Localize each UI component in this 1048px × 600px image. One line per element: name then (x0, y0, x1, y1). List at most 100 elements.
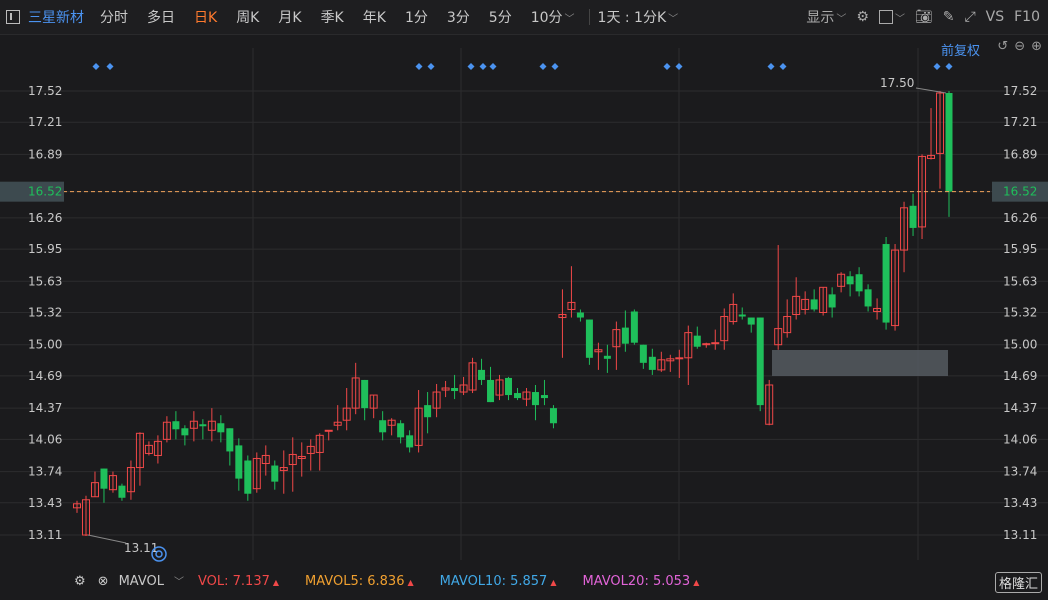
indicator-selector[interactable]: MAVOL ﹀ (118, 574, 184, 589)
candle-body (783, 316, 792, 334)
candle-body (675, 357, 684, 360)
candle-body (387, 419, 396, 426)
diamond-marker-icon (551, 63, 559, 70)
candle-body (945, 93, 953, 192)
period-5min[interactable]: 5分 (488, 10, 512, 26)
y-tick-label: 13.74 (1003, 465, 1037, 479)
candle-body (342, 407, 351, 421)
candle-body (135, 432, 144, 469)
candle-body (513, 393, 521, 399)
period-yuek[interactable]: 月K (278, 10, 302, 26)
candle-body (693, 335, 701, 347)
stock-name[interactable]: 三星新材 (28, 10, 84, 26)
candle-body (549, 408, 557, 424)
square-icon (878, 10, 893, 24)
y-tick-label: 15.95 (28, 242, 62, 256)
diamond-marker-icon (489, 63, 497, 70)
candle-body (451, 388, 459, 392)
candle-body (648, 356, 656, 370)
candle-body (199, 424, 207, 427)
candlestick-chart[interactable]: 17.52 17.21 16.89 16.52 16.26 15.95 15.63 15.32… (0, 0, 1048, 565)
candle-body (747, 317, 755, 325)
candle-body (882, 244, 890, 323)
period-10min[interactable]: 10分 ﹀ (530, 10, 575, 26)
candle-body (153, 440, 162, 456)
period-3min[interactable]: 3分 (446, 10, 470, 26)
display-menu[interactable]: 显示 ﹀ (806, 10, 847, 26)
y-tick-label: 13.43 (28, 496, 62, 510)
mavol10-value: MAVOL10: 5.857 ▲ (439, 573, 557, 589)
diamond-marker-icon (467, 63, 475, 70)
candle-body (297, 455, 306, 459)
grid (0, 48, 1048, 560)
gear-icon[interactable]: ⚙ (74, 573, 86, 589)
annotation-leader (915, 87, 947, 94)
mini-tools: ↺ ⊖ ⊕ (997, 39, 1042, 54)
event-markers (92, 63, 953, 70)
arrow-up-icon: ▲ (272, 577, 280, 587)
adjust-mode-button[interactable]: 前复权 (940, 44, 980, 59)
zoom-in-icon[interactable]: ⊕ (1031, 39, 1042, 54)
y-tick-label: 14.06 (28, 432, 62, 446)
candle-body (558, 314, 567, 319)
candle-body (810, 299, 818, 310)
camera-icon[interactable]: 📷︎ (914, 9, 933, 25)
candle-body (261, 454, 270, 465)
candle-body (576, 312, 584, 318)
interval-selector[interactable]: 1天 : 1分K ﹀ (597, 10, 679, 26)
y-tick-label: 17.21 (1003, 115, 1037, 129)
diamond-marker-icon (479, 63, 487, 70)
candle-body (639, 344, 647, 363)
candle-body (873, 307, 882, 312)
chevron-down-icon: ﹀ (668, 14, 679, 25)
y-tick-label: 15.95 (1003, 242, 1037, 256)
candle-body (801, 298, 810, 310)
candle-body (495, 379, 504, 396)
y-tick-label: 13.11 (28, 528, 62, 542)
period-1min[interactable]: 1分 (404, 10, 428, 26)
undo-icon[interactable]: ↺ (997, 39, 1009, 54)
period-niank[interactable]: 年K (362, 10, 386, 26)
arrow-up-icon: ▲ (550, 577, 557, 587)
candle-body (414, 407, 423, 446)
zoom-out-icon[interactable]: ⊖ (1014, 39, 1026, 54)
pencil-icon[interactable]: ✎ (942, 9, 955, 25)
low-annotation: 13.11 (124, 541, 158, 555)
y-tick-label: 16.26 (1003, 211, 1037, 225)
y-tick-label: 14.37 (28, 401, 62, 415)
candle-body (73, 503, 81, 509)
y-tick-label: 14.69 (28, 369, 62, 383)
close-icon[interactable]: ⊗ (97, 573, 109, 589)
f10-button[interactable]: F10 (1014, 9, 1040, 25)
y-tick-label: 16.89 (1003, 147, 1037, 161)
fullscreen-icon[interactable]: ⤢ (964, 9, 976, 25)
period-rik[interactable]: 日K (194, 10, 218, 26)
candle-body (828, 294, 836, 308)
candle-body (81, 499, 90, 536)
candle-body (207, 420, 216, 431)
candle-body (144, 444, 153, 454)
brand-logo: 格隆汇 (994, 572, 1042, 593)
panel-toggle-icon[interactable] (6, 10, 20, 24)
period-jik[interactable]: 季K (320, 10, 344, 26)
candle-body (657, 359, 666, 371)
gear-icon[interactable]: ⚙ (856, 9, 869, 25)
arrow-up-icon: ▲ (407, 577, 414, 587)
annotations: 17.50 13.11 (87, 76, 947, 562)
diamond-marker-icon (539, 63, 547, 70)
period-duori[interactable]: 多日 (147, 10, 175, 26)
candle-body (252, 457, 261, 490)
candle-body (478, 369, 486, 380)
chevron-down-icon: ﹀ (836, 14, 847, 25)
layout-menu[interactable]: ﹀ (878, 10, 905, 25)
diamond-marker-icon (675, 63, 683, 70)
vs-button[interactable]: VS (985, 9, 1005, 25)
chevron-down-icon: ﹀ (173, 577, 184, 588)
period-fenshi[interactable]: 分时 (100, 10, 128, 26)
candle-body (397, 423, 405, 438)
period-zhouk[interactable]: 周K (236, 10, 260, 26)
candle-body (315, 434, 324, 453)
y-tick-label: 15.00 (28, 338, 62, 352)
candle-body (612, 329, 621, 348)
current-price-tag (992, 181, 1048, 202)
